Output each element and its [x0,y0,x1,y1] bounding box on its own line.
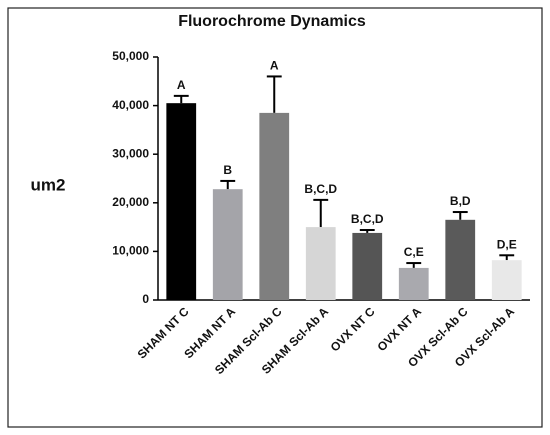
y-axis-label: um2 [31,175,66,194]
bar [212,189,243,300]
bar [166,103,197,300]
y-tick-label: 10,000 [112,244,149,258]
bar-annotation: A [177,78,186,92]
x-tick-label: OVX NT C [328,304,378,354]
bar-annotation: B [223,163,232,177]
bar [305,227,336,300]
bar [259,112,290,300]
y-tick-label: 50,000 [112,49,149,63]
bar-annotation: B,C,D [351,212,384,226]
y-tick-label: 20,000 [112,195,149,209]
bar-annotation: A [270,59,279,73]
y-tick-label: 30,000 [112,146,149,160]
bar-annotation: C,E [404,245,424,259]
bar-annotation: D,E [497,237,517,251]
bar [352,232,383,300]
chart-title: Fluorochrome Dynamics [178,13,366,30]
bar [445,219,476,300]
bar [398,267,429,300]
frame [7,7,543,428]
bar-annotation: B,D [450,194,471,208]
x-tick-label: OVX NT A [374,304,424,354]
y-tick-label: 0 [142,292,149,306]
bar-annotation: B,C,D [304,182,337,196]
y-tick-label: 40,000 [112,98,149,112]
bar [491,260,522,300]
